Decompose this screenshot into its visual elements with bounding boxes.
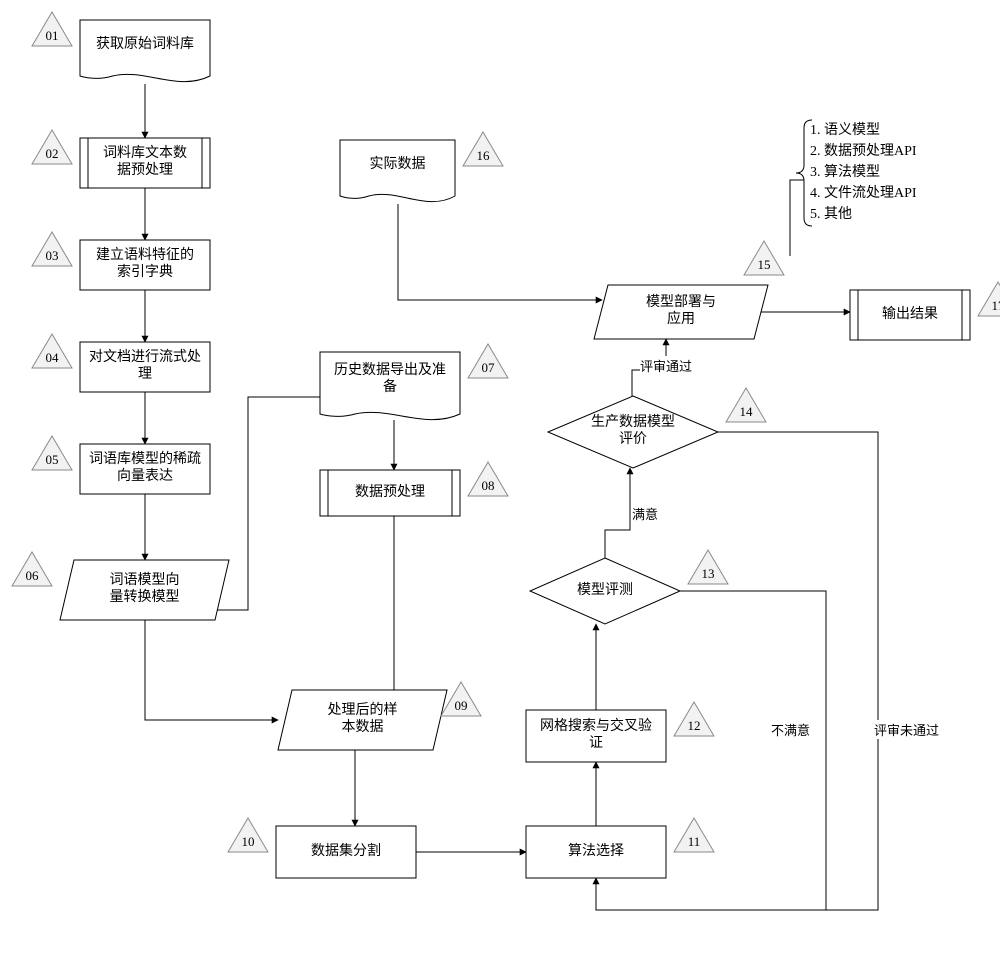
step-number-08: 08: [468, 462, 508, 496]
step-number-07: 07: [468, 344, 508, 378]
node-n09: 处理后的样 本数据: [285, 690, 440, 750]
node-n02: 词料库文本数 据预处理: [80, 138, 210, 188]
step-number-09: 09: [441, 682, 481, 716]
edge-label: 评审通过: [640, 356, 692, 375]
step-number-16: 16: [463, 132, 503, 166]
node-n01: 获取原始词料库: [80, 20, 210, 70]
node-n05: 词语库模型的稀疏 向量表达: [80, 444, 210, 494]
step-number-04: 04: [32, 334, 72, 368]
step-number-14: 14: [726, 388, 766, 422]
edge-label: 不满意: [771, 720, 810, 739]
step-number-13: 13: [688, 550, 728, 584]
step-number-01: 01: [32, 12, 72, 46]
node-n15: 模型部署与 应用: [601, 285, 761, 339]
step-number-02: 02: [32, 130, 72, 164]
step-number-06: 06: [12, 552, 52, 586]
step-number-11: 11: [674, 818, 714, 852]
step-number-12: 12: [674, 702, 714, 736]
node-n06: 词语模型向 量转换模型: [67, 560, 222, 620]
flowchart-canvas: 获取原始词料库词料库文本数 据预处理建立语料特征的 索引字典对文档进行流式处 理…: [0, 0, 1000, 963]
step-number-03: 03: [32, 232, 72, 266]
node-n04: 对文档进行流式处 理: [80, 342, 210, 392]
step-number-05: 05: [32, 436, 72, 470]
node-n11: 算法选择: [526, 826, 666, 878]
step-number-17: 17: [978, 282, 1000, 316]
node-n13: 模型评测: [530, 558, 680, 624]
node-n17: 输出结果: [850, 290, 970, 340]
edge-label: 满意: [632, 504, 658, 523]
node-n07: 历史数据导出及准 备: [320, 352, 460, 408]
node-n14: 生产数据模型 评价: [548, 396, 718, 468]
step-number-15: 15: [744, 241, 784, 275]
deployment-list: 1. 语义模型2. 数据预处理API3. 算法模型4. 文件流处理API5. 其…: [810, 120, 917, 225]
node-n12: 网格搜索与交叉验 证: [526, 710, 666, 762]
step-number-10: 10: [228, 818, 268, 852]
edge-label: 评审未通过: [874, 720, 939, 739]
node-n10: 数据集分割: [276, 826, 416, 878]
node-n16: 实际数据: [340, 140, 455, 190]
node-n08: 数据预处理: [320, 470, 460, 516]
node-n03: 建立语料特征的 索引字典: [80, 240, 210, 290]
